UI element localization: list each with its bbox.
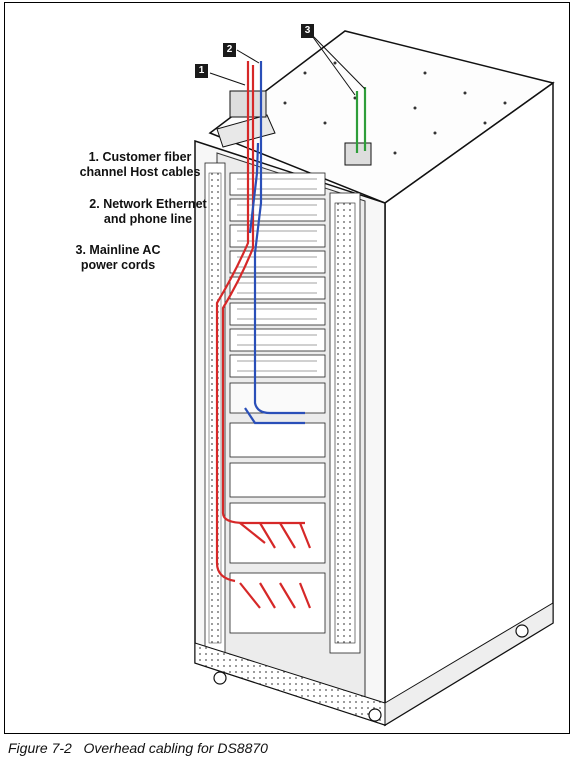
fiber-cable — [215, 61, 250, 583]
figure-caption: Figure 7-2 Overhead cabling for DS8870 — [8, 740, 268, 756]
callout-1: 1 — [195, 64, 208, 78]
power-cords — [355, 87, 367, 153]
callout-2: 2 — [223, 43, 236, 57]
legend-item-2: 2. Network Ethernet and phone line — [73, 197, 223, 227]
callout-3: 3 — [301, 24, 314, 38]
fiber-cable — [221, 65, 305, 525]
casters — [213, 624, 529, 722]
fiber-cables — [215, 61, 312, 609]
legend-item-3-line1: 3. Mainline AC — [75, 243, 161, 257]
legend-item-1-line2: channel Host cables — [79, 165, 201, 179]
ethernet-cables — [244, 61, 305, 425]
legend-item-3-line2: power cords — [80, 258, 156, 272]
legend-item-3: 3. Mainline AC power cords — [53, 243, 183, 273]
rack-illustration — [194, 30, 555, 727]
fiber-cable — [239, 582, 312, 609]
legend-item-1-line1: 1. Customer fiber — [88, 150, 192, 164]
caption-text: Overhead cabling for DS8870 — [83, 740, 268, 756]
legend-item-2-line1: 2. Network Ethernet — [89, 197, 207, 211]
legend-item-2-line2: and phone line — [103, 212, 193, 226]
fiber-cable — [239, 522, 312, 549]
legend-item-1: 1. Customer fiber channel Host cables — [55, 150, 225, 180]
caption-label: Figure 7-2 — [8, 740, 72, 756]
figure-frame: 1 2 3 1. Customer fiber channel Host cab… — [4, 2, 570, 734]
ethernet-cable — [244, 407, 305, 425]
ethernet-cable — [253, 61, 305, 415]
ethernet-cable — [248, 142, 260, 234]
